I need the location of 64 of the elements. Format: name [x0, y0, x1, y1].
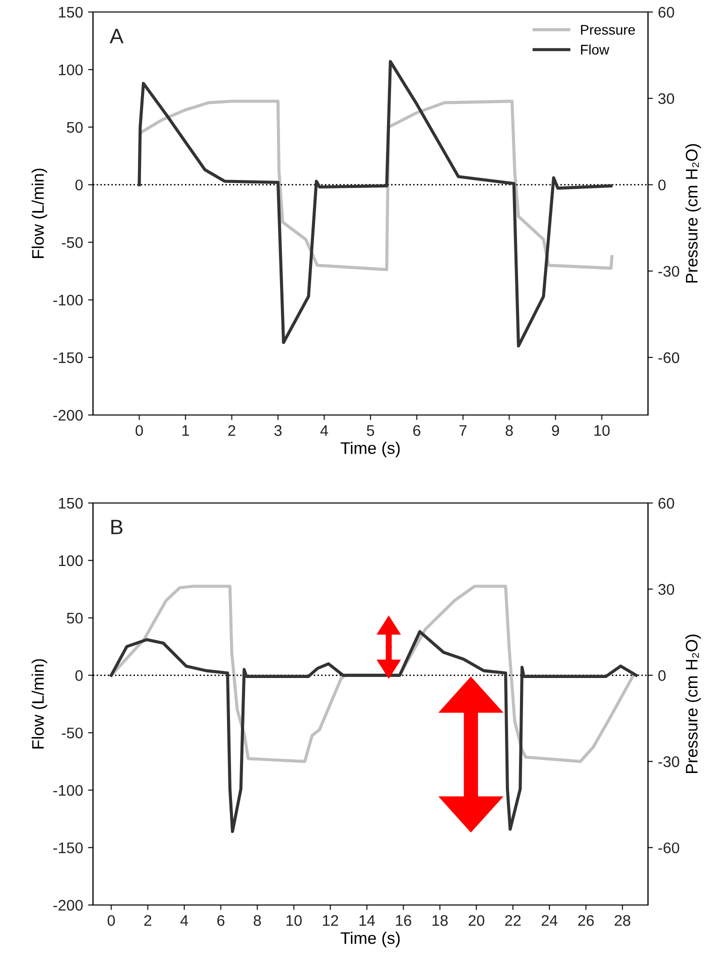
x-tick-label: 3	[274, 425, 282, 436]
x-tick-label: 6	[413, 425, 420, 436]
x-tick-label: 4	[180, 915, 188, 926]
x-tick-label: 18	[432, 915, 448, 926]
y2-axis-title: Pressure (cm H₂O)	[685, 144, 701, 282]
y-tick-label: 150	[58, 6, 83, 18]
x-tick-label: 24	[542, 915, 558, 926]
x-tick-label: 1	[182, 425, 190, 436]
x-tick-label: 26	[578, 915, 594, 926]
line-series	[138, 60, 613, 348]
y2-tick-label: 60	[658, 498, 674, 509]
x-tick-label: 0	[108, 915, 115, 926]
x-tick-label: 5	[366, 425, 374, 436]
y2-tick-label: -60	[658, 842, 680, 854]
y-tick-label: 100	[58, 555, 83, 566]
x-tick-label: 9	[552, 425, 560, 436]
legend-label: Flow	[581, 44, 610, 55]
x-tick-label: 10	[286, 915, 302, 926]
x-tick-label: 8	[506, 425, 513, 436]
x-tick-label: 16	[396, 915, 412, 926]
x-tick-label: 2	[228, 425, 236, 436]
y2-tick-label: 0	[658, 670, 666, 681]
y2-tick-label: -30	[658, 756, 680, 768]
x-tick-label: 20	[468, 915, 484, 926]
text: B	[111, 520, 122, 534]
y-tick-label: 50	[66, 612, 83, 624]
y-tick-label: -100	[53, 294, 83, 306]
line-series	[110, 630, 638, 834]
x-tick-label: 28	[614, 915, 630, 926]
y-tick-label: -200	[53, 900, 83, 911]
y-tick-label: 100	[58, 64, 83, 76]
y-tick-label: -100	[53, 785, 83, 796]
y-axis-title: Flow (L/min)	[32, 168, 48, 258]
y-tick-label: 150	[58, 498, 83, 509]
x-tick-label: 2	[144, 915, 152, 926]
x-axis-title: Time (s)	[340, 932, 400, 948]
y-axis-title: Flow (L/min)	[32, 659, 48, 748]
x-tick-label: 12	[323, 915, 338, 926]
x-tick-label: 22	[505, 915, 521, 926]
x-tick-label: 4	[320, 425, 328, 436]
y2-tick-label: 0	[658, 180, 666, 190]
y2-tick-label: -60	[658, 352, 680, 364]
x-tick-label: 8	[254, 915, 261, 926]
text: A	[110, 28, 124, 44]
x-tick-label: 0	[136, 425, 143, 436]
y-tick-label: -150	[53, 352, 83, 364]
x-tick-label: 10	[594, 425, 610, 436]
y-tick-label: 50	[66, 122, 83, 133]
y-tick-label: 0	[75, 180, 83, 190]
x-tick-label: 6	[217, 915, 224, 926]
y2-tick-label: 30	[658, 584, 674, 595]
y2-axis-title: Pressure (cm H₂O)	[685, 634, 701, 773]
legend-label: Pressure	[581, 25, 635, 35]
y2-tick-label: 30	[658, 93, 674, 104]
y-tick-label: -150	[53, 842, 83, 854]
x-tick-label: 14	[360, 915, 375, 926]
y-tick-label: -50	[62, 728, 83, 738]
x-axis-title: Time (s)	[340, 442, 400, 458]
x-tick-label: 7	[460, 425, 466, 436]
y-tick-label: -50	[62, 237, 83, 248]
y2-tick-label: 60	[658, 6, 674, 18]
y-tick-label: 0	[75, 670, 83, 681]
y-tick-label: -200	[53, 410, 83, 421]
y2-tick-label: -30	[658, 266, 680, 277]
